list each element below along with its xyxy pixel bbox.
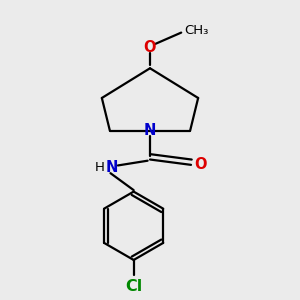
Text: N: N [106,160,118,175]
Text: N: N [144,123,156,138]
Text: H: H [94,161,104,174]
Text: CH₃: CH₃ [184,24,208,37]
Text: Cl: Cl [125,279,142,294]
Text: O: O [194,158,206,172]
Text: O: O [144,40,156,55]
